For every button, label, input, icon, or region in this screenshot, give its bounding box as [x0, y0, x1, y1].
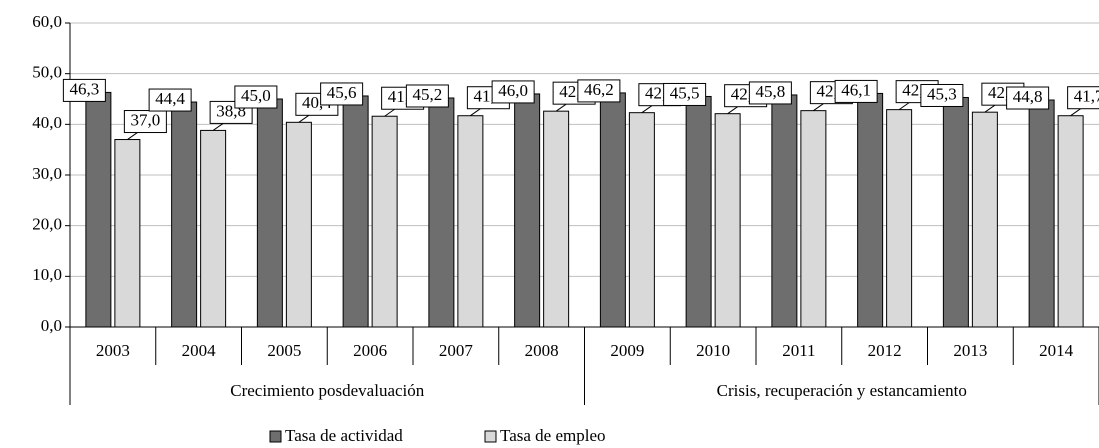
y-tick-label: 40,0: [32, 113, 62, 132]
bar: [942, 96, 969, 328]
y-tick-label: 0,0: [41, 316, 62, 335]
x-tick-label: 2005: [267, 341, 301, 360]
y-tick-label: 60,0: [32, 12, 62, 31]
bar: [371, 115, 398, 328]
bar: [1028, 99, 1055, 328]
value-label: 45,5: [670, 83, 700, 102]
x-tick-label: 2012: [868, 341, 902, 360]
value-label-box: [320, 82, 364, 106]
value-label: 46,1: [841, 80, 871, 99]
value-label: 45,3: [927, 84, 957, 103]
leader-line: [727, 106, 738, 115]
legend-swatch: [484, 430, 497, 443]
x-tick-label: 2010: [696, 341, 730, 360]
bar: [285, 121, 312, 328]
y-tick-label: 30,0: [32, 164, 62, 183]
bar: [857, 92, 884, 328]
value-label-box: [1067, 86, 1099, 110]
bar: [971, 111, 998, 328]
bar: [171, 101, 198, 328]
leader-line: [898, 102, 910, 111]
bar: [886, 109, 913, 328]
group-label: Crisis, recuperación y estancamiento: [717, 381, 967, 400]
bar: [599, 92, 626, 328]
y-tick-label: 20,0: [32, 215, 62, 234]
value-label: 45,6: [327, 83, 357, 102]
value-label-box: [123, 110, 167, 134]
bar: [200, 129, 227, 328]
value-label-box: [491, 80, 535, 104]
leader-line: [813, 103, 824, 112]
bar: [256, 98, 283, 328]
x-tick-label: 2004: [182, 341, 217, 360]
x-tick-label: 2007: [439, 341, 474, 360]
x-tick-label: 2011: [782, 341, 815, 360]
value-label: 41,7: [1074, 87, 1099, 106]
x-tick-label: 2008: [525, 341, 559, 360]
leader-line: [127, 132, 138, 140]
y-tick-label: 50,0: [32, 63, 62, 82]
leader-line: [470, 108, 481, 117]
value-label-box: [62, 78, 106, 102]
leader-line: [984, 104, 996, 113]
bar: [457, 115, 484, 328]
value-label-box: [577, 79, 621, 103]
value-label-box: [405, 84, 449, 108]
leader-line: [555, 103, 567, 112]
value-label: 46,3: [70, 79, 100, 98]
bar: [514, 93, 541, 328]
value-label-box: [834, 79, 878, 103]
bar: [1057, 115, 1084, 328]
value-label: 46,0: [498, 81, 528, 100]
x-tick-label: 2014: [1039, 341, 1074, 360]
value-label: 45,8: [756, 82, 786, 101]
group-label: Crecimiento posdevaluación: [230, 381, 425, 400]
bar: [85, 91, 112, 328]
bar: [800, 110, 827, 328]
bar: [628, 112, 655, 328]
leader-line: [384, 108, 395, 117]
leader-line: [1070, 108, 1081, 117]
bar: [114, 139, 141, 328]
value-label-box: [663, 82, 707, 106]
leader-line: [641, 105, 653, 114]
value-label-box: [234, 85, 278, 109]
x-tick-label: 2013: [953, 341, 987, 360]
leader-line: [212, 123, 224, 131]
legend-swatch: [269, 430, 282, 443]
bar: [428, 97, 455, 328]
value-label-box: [148, 88, 192, 112]
bar: [714, 113, 741, 328]
value-label: 45,2: [413, 85, 443, 104]
bar: [342, 95, 369, 328]
bar: [771, 94, 798, 328]
value-label: 44,4: [155, 89, 185, 108]
y-tick-label: 10,0: [32, 265, 62, 284]
leader-line: [298, 114, 310, 123]
value-label-box: [748, 81, 792, 105]
legend-label: Tasa de actividad: [285, 426, 403, 445]
x-tick-label: 2006: [353, 341, 387, 360]
value-label-box: [920, 83, 964, 107]
x-tick-label: 2009: [610, 341, 644, 360]
value-label: 44,8: [1013, 87, 1043, 106]
value-label: 45,0: [241, 86, 271, 105]
x-tick-label: 2003: [96, 341, 130, 360]
value-label: 37,0: [131, 110, 161, 129]
bar: [685, 95, 712, 328]
value-label: 46,2: [584, 80, 614, 99]
legend-label: Tasa de empleo: [500, 426, 606, 445]
value-label-box: [1006, 86, 1050, 110]
bar: [543, 110, 570, 328]
